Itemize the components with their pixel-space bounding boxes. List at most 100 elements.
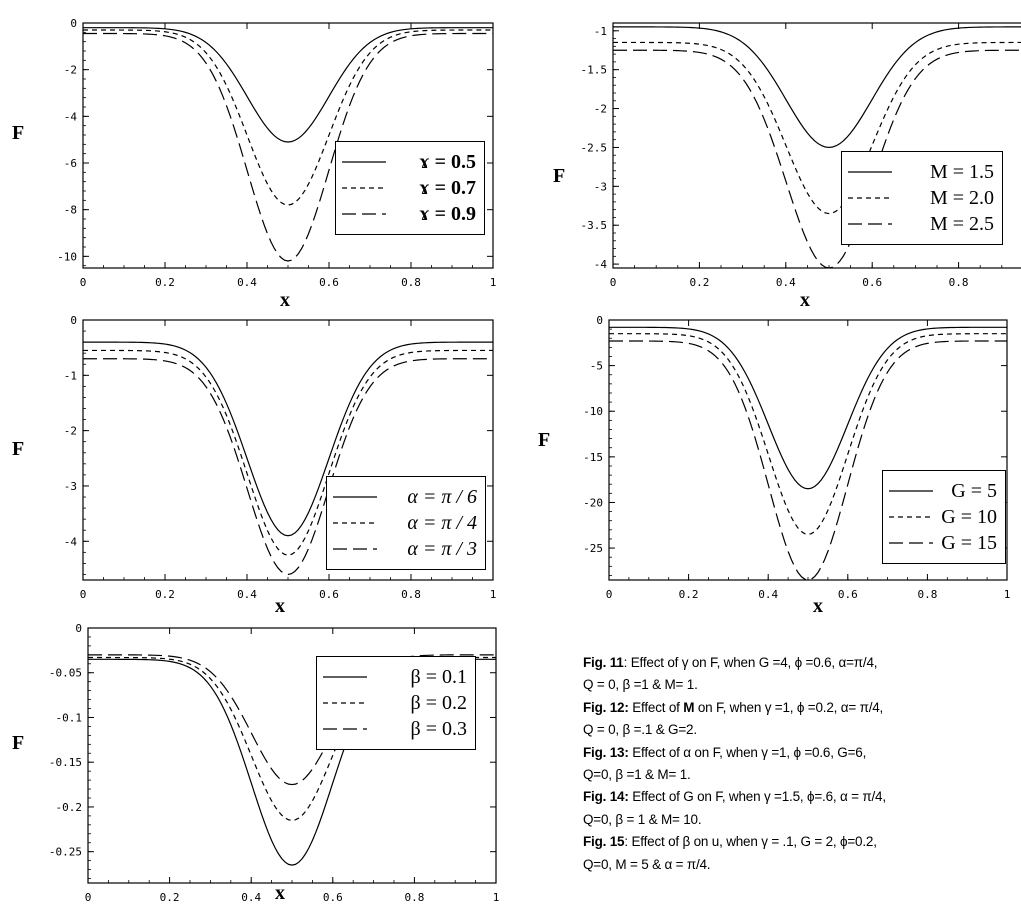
caption-text: Fig. 14: [583, 789, 633, 805]
x-tick-label: 0.8 [401, 588, 421, 601]
x-tick-label: 0.8 [404, 891, 424, 904]
y-tick-label: 0 [75, 622, 82, 635]
caption-text: : Effect of β on u, when γ = .1, G = 2, … [624, 834, 877, 850]
chart-panel-gamma: 0 0.2 0.4 0.6 0.8 1 0 -2 -4 -6 -8 -10 F x ɤ = 0.5 ɤ… [10, 5, 496, 311]
y-axis-label: F [12, 122, 25, 144]
legend-item: M = 1.5 [842, 159, 1002, 185]
y-tick-label: -2.5 [581, 141, 608, 154]
series-line [609, 326, 1007, 490]
y-tick-label: -4 [594, 258, 608, 271]
x-tick-label: 0 [85, 891, 92, 904]
legend-label: β = 0.3 [410, 718, 467, 740]
caption-text: Effect of [632, 699, 684, 715]
chart-svg: 00.20.40.60.81-1-1.5-2-2.5-3-3.5-4 [581, 22, 1021, 289]
x-tick-label: 0 [610, 276, 617, 289]
x-tick-label: 1 [490, 276, 497, 289]
legend-item: ɤ = 0.9 [336, 201, 484, 227]
caption-text: : Effect of γ on F, when G =4, ϕ =0.6, α… [623, 655, 878, 670]
x-tick-label: 0.4 [758, 588, 778, 601]
legend-item: β = 0.3 [317, 716, 475, 742]
legend-item: ɤ = 0.7 [336, 175, 484, 201]
x-tick-label: 0.6 [862, 276, 882, 289]
y-tick-label: -1 [64, 369, 77, 382]
caption-line: Q = 0, β =1 & M= 1. [583, 674, 1015, 696]
caption-line: Fig. 14: Effect of G on F, when γ =1.5, … [583, 786, 1015, 808]
chart-svg: 0 0.2 0.4 0.6 0.8 1 0 -1 -2 -3 -4 [64, 314, 497, 601]
chart-panel-alpha: 0 0.2 0.4 0.6 0.8 1 0 -1 -2 -3 -4 F x α = π / 6 α … [10, 312, 497, 617]
legend-label: α = π / 3 [407, 538, 477, 560]
y-tick-label: -0.1 [56, 711, 83, 724]
legend-label: G = 15 [941, 532, 997, 554]
caption-line: Fig. 15: Effect of β on u, when γ = .1, … [583, 831, 1015, 853]
y-tick-label: -20 [583, 496, 603, 509]
x-tick-label: 0.6 [323, 891, 343, 904]
series-line [83, 341, 493, 537]
legend-label: ɤ = 0.9 [419, 203, 476, 225]
caption-text: Q=0, M = 5 & α = π/4. [583, 856, 711, 872]
legend-label: G = 10 [941, 506, 997, 528]
x-tick-label: 0.8 [949, 276, 969, 289]
x-tick-label: 0.8 [401, 276, 421, 289]
y-tick-label: 0 [70, 17, 77, 30]
y-tick-label: -25 [583, 542, 603, 555]
legend: G = 5 G = 10 G = 15 [882, 470, 1006, 564]
y-tick-label: -3 [594, 180, 607, 193]
legend: α = π / 6 α = π / 4 α = π / 3 [326, 476, 486, 570]
y-tick-label: -0.2 [56, 801, 83, 814]
series-line [609, 333, 1007, 536]
series-line [609, 340, 1007, 580]
legend-label: ɤ = 0.5 [419, 151, 476, 173]
y-tick-label: -0.15 [49, 756, 82, 769]
legend-item: M = 2.0 [842, 185, 1002, 211]
caption-text: Q=0, β =1 & M= 1. [583, 767, 691, 783]
x-axis-label: x [813, 595, 823, 617]
legend-label: ɤ = 0.7 [419, 177, 476, 199]
y-axis-label: F [12, 438, 25, 460]
caption-text: M [683, 699, 695, 715]
chart-panel-m: 00.20.40.60.81-1-1.5-2-2.5-3-3.5-4 F x M… [545, 5, 1021, 311]
x-axis-label: x [280, 289, 290, 311]
legend-item: α = π / 6 [327, 484, 485, 510]
x-tick-label: 0.8 [917, 588, 937, 601]
series-line [88, 654, 496, 786]
caption-text: Effect of G on F, when γ =1.5, ϕ=.6, α =… [632, 789, 886, 805]
caption-text: Q=0, β = 1 & M= 10. [583, 811, 702, 827]
y-tick-label: -2 [594, 103, 607, 116]
legend-item: M = 2.5 [842, 211, 1002, 237]
series-line [83, 32, 493, 262]
caption-line: Q=0, β = 1 & M= 10. [583, 809, 1015, 831]
legend-item: β = 0.2 [317, 690, 475, 716]
y-tick-label: -3.5 [581, 219, 608, 232]
caption-text: Fig. 12: [583, 699, 633, 715]
caption-text: Fig. 11 [583, 655, 624, 670]
series-line [613, 49, 1021, 268]
x-tick-label: 0.2 [155, 588, 175, 601]
chart-panel-beta: 0 0.2 0.4 0.6 0.8 1 0 -0.05 -0.1 -0.15 -0.2 -0.25 F… [10, 620, 499, 905]
y-tick-label: -2 [64, 425, 77, 438]
legend-label: M = 1.5 [929, 161, 994, 183]
y-tick-label: -5 [590, 360, 603, 373]
caption-text: on F, when γ =1, ϕ =0.2, α= π/4, [694, 699, 884, 715]
legend-label: α = π / 4 [407, 512, 477, 534]
legend-item: α = π / 3 [327, 536, 485, 562]
caption-text: Q = 0, β =1 & M= 1. [583, 677, 698, 693]
x-tick-label: 0.4 [241, 891, 261, 904]
x-tick-label: 1 [490, 588, 497, 601]
x-tick-label: 0.4 [237, 588, 257, 601]
caption-line: Fig. 13: Effect of α on F, when γ =1, ϕ … [583, 742, 1015, 764]
x-tick-label: 1 [493, 891, 500, 904]
legend-item: α = π / 4 [327, 510, 485, 536]
y-axis-label: F [553, 165, 566, 187]
chart-svg: 0 0.2 0.4 0.6 0.8 1 0 -2 -4 -6 -8 -10 [57, 17, 496, 289]
x-axis-label: x [800, 289, 810, 311]
legend: M = 1.5 M = 2.0 M = 2.5 [841, 151, 1003, 245]
y-tick-label: -0.25 [49, 846, 82, 859]
y-tick-label: 0 [70, 314, 77, 327]
y-tick-label: -1 [594, 25, 607, 38]
x-tick-label: 0.2 [679, 588, 699, 601]
legend-item: G = 10 [883, 504, 1005, 530]
caption-text: Fig. 15 [583, 834, 625, 850]
x-tick-label: 1 [1004, 588, 1011, 601]
y-tick-label: -4 [64, 535, 78, 548]
legend-label: M = 2.0 [929, 187, 994, 209]
